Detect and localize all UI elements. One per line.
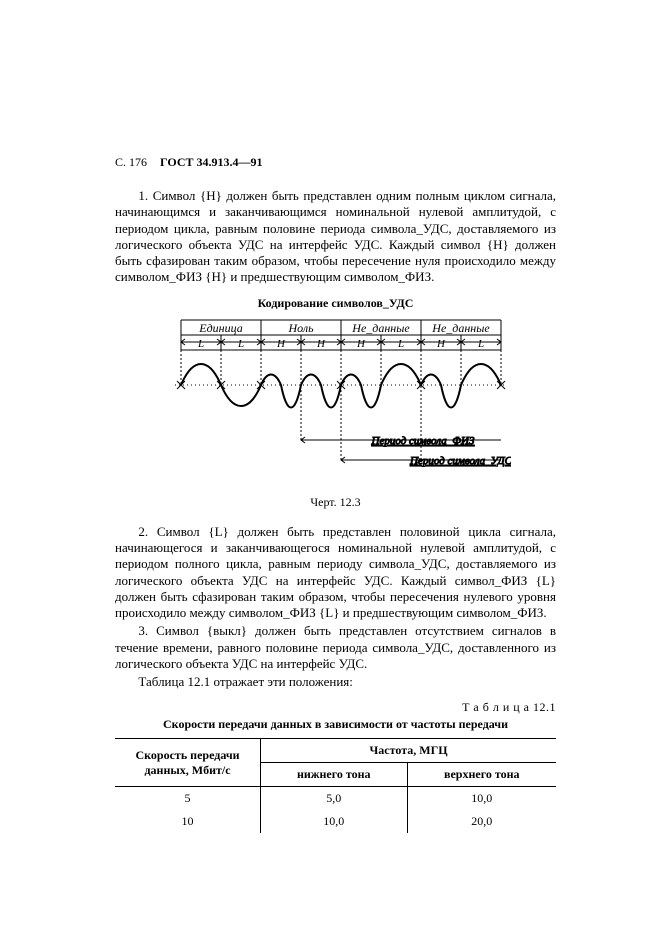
paragraph-2: 2. Символ {L} должен быть представлен по…: [115, 524, 556, 622]
table-title: Скорости передачи данных в зависимости о…: [115, 717, 556, 732]
sub-label-4: H: [316, 338, 326, 350]
period-label-uds: Период символа_УДС: [409, 455, 511, 467]
sub-label-6: L: [396, 338, 403, 350]
table-cell-low-1: 10,0: [261, 810, 408, 833]
sub-label-5: H: [356, 338, 366, 350]
table-header-speed: Скорость передачи данных, Мбит/с: [115, 739, 261, 787]
diagram-caption: Черт. 12.3: [115, 495, 556, 510]
waveform-diagram: Единица Ноль Не_данные Не_данные: [115, 315, 556, 489]
paragraph-3: 3. Символ {выкл} должен быть представлен…: [115, 623, 556, 672]
table-header-freq-group: Частота, МГЦ: [261, 739, 556, 763]
page-number: С. 176: [115, 155, 147, 169]
document-id: ГОСТ 34.913.4—91: [160, 155, 263, 169]
region-label-4: Не_данные: [431, 321, 490, 335]
table-cell-speed-1: 10: [115, 810, 261, 833]
document-page: С. 176 ГОСТ 34.913.4—91 1. Символ {H} до…: [0, 0, 661, 935]
table-label: Т а б л и ц а 12.1: [115, 700, 556, 715]
table-header-low: нижнего тона: [261, 763, 408, 787]
sub-label-1: L: [196, 338, 203, 350]
sub-label-3: H: [276, 338, 286, 350]
region-label-1: Единица: [198, 321, 243, 335]
paragraph-4: Таблица 12.1 отражает эти положения:: [115, 674, 556, 690]
table-cell-low-0: 5,0: [261, 787, 408, 811]
region-label-3: Не_данные: [351, 321, 410, 335]
sub-label-2: L: [236, 338, 243, 350]
table-cell-high-1: 20,0: [407, 810, 556, 833]
sub-label-7: H: [436, 338, 446, 350]
sub-label-8: L: [476, 338, 483, 350]
paragraph-1: 1. Символ {H} должен быть представлен од…: [115, 188, 556, 286]
table-cell-speed-0: 5: [115, 787, 261, 811]
diagram-title: Кодирование символов_УДС: [115, 296, 556, 311]
page-header: С. 176 ГОСТ 34.913.4—91: [115, 155, 556, 170]
period-label-phys: Период символа_ФИЗ: [370, 435, 474, 447]
table-header-high: верхнего тона: [407, 763, 556, 787]
region-label-2: Ноль: [287, 321, 314, 335]
data-table: Скорость передачи данных, Мбит/с Частота…: [115, 738, 556, 833]
table-cell-high-0: 10,0: [407, 787, 556, 811]
